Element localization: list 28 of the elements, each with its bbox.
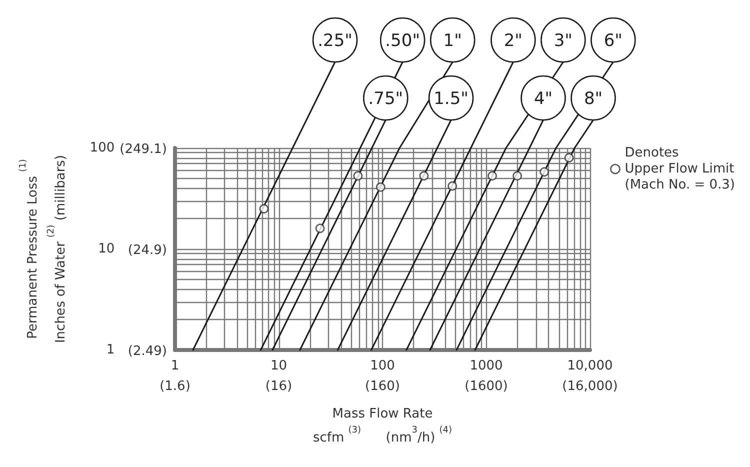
- x-tick-label: 1000: [470, 358, 503, 374]
- x-tick-label: 10,000: [567, 358, 613, 374]
- x-tick-label: 10: [270, 358, 288, 374]
- y-tick-label: 10: [98, 242, 115, 256]
- text: (1.6): [160, 379, 190, 394]
- y-tick-label: 1: [106, 342, 115, 358]
- text: (2.49): [128, 344, 167, 359]
- text: .75": [368, 89, 404, 109]
- text: 2": [504, 31, 523, 51]
- y-tick-label: 100: [90, 140, 115, 156]
- text: 4": [534, 89, 553, 109]
- text: Permanent Pressure Loss (1) Inches of Water (2) (millibars): [18, 154, 68, 344]
- text: (16,000): [562, 379, 618, 394]
- text: 1": [443, 31, 462, 51]
- text: (160): [365, 379, 400, 394]
- text: 3": [554, 31, 573, 51]
- text: 8": [584, 89, 603, 109]
- text: (249.1): [120, 142, 167, 157]
- text: .25": [318, 31, 352, 51]
- text: 6": [604, 31, 623, 51]
- text: (24.9): [128, 243, 167, 258]
- x-tick-label: 1: [170, 358, 180, 374]
- text: .50": [385, 31, 420, 51]
- x-tick-label: 100: [370, 358, 395, 374]
- text: 1.5": [434, 89, 468, 109]
- text: (16): [265, 379, 292, 394]
- text: (1600): [464, 379, 508, 394]
- legend-label: Denotes Upper Flow Limit (Mach No. = 0.3): [624, 146, 736, 192]
